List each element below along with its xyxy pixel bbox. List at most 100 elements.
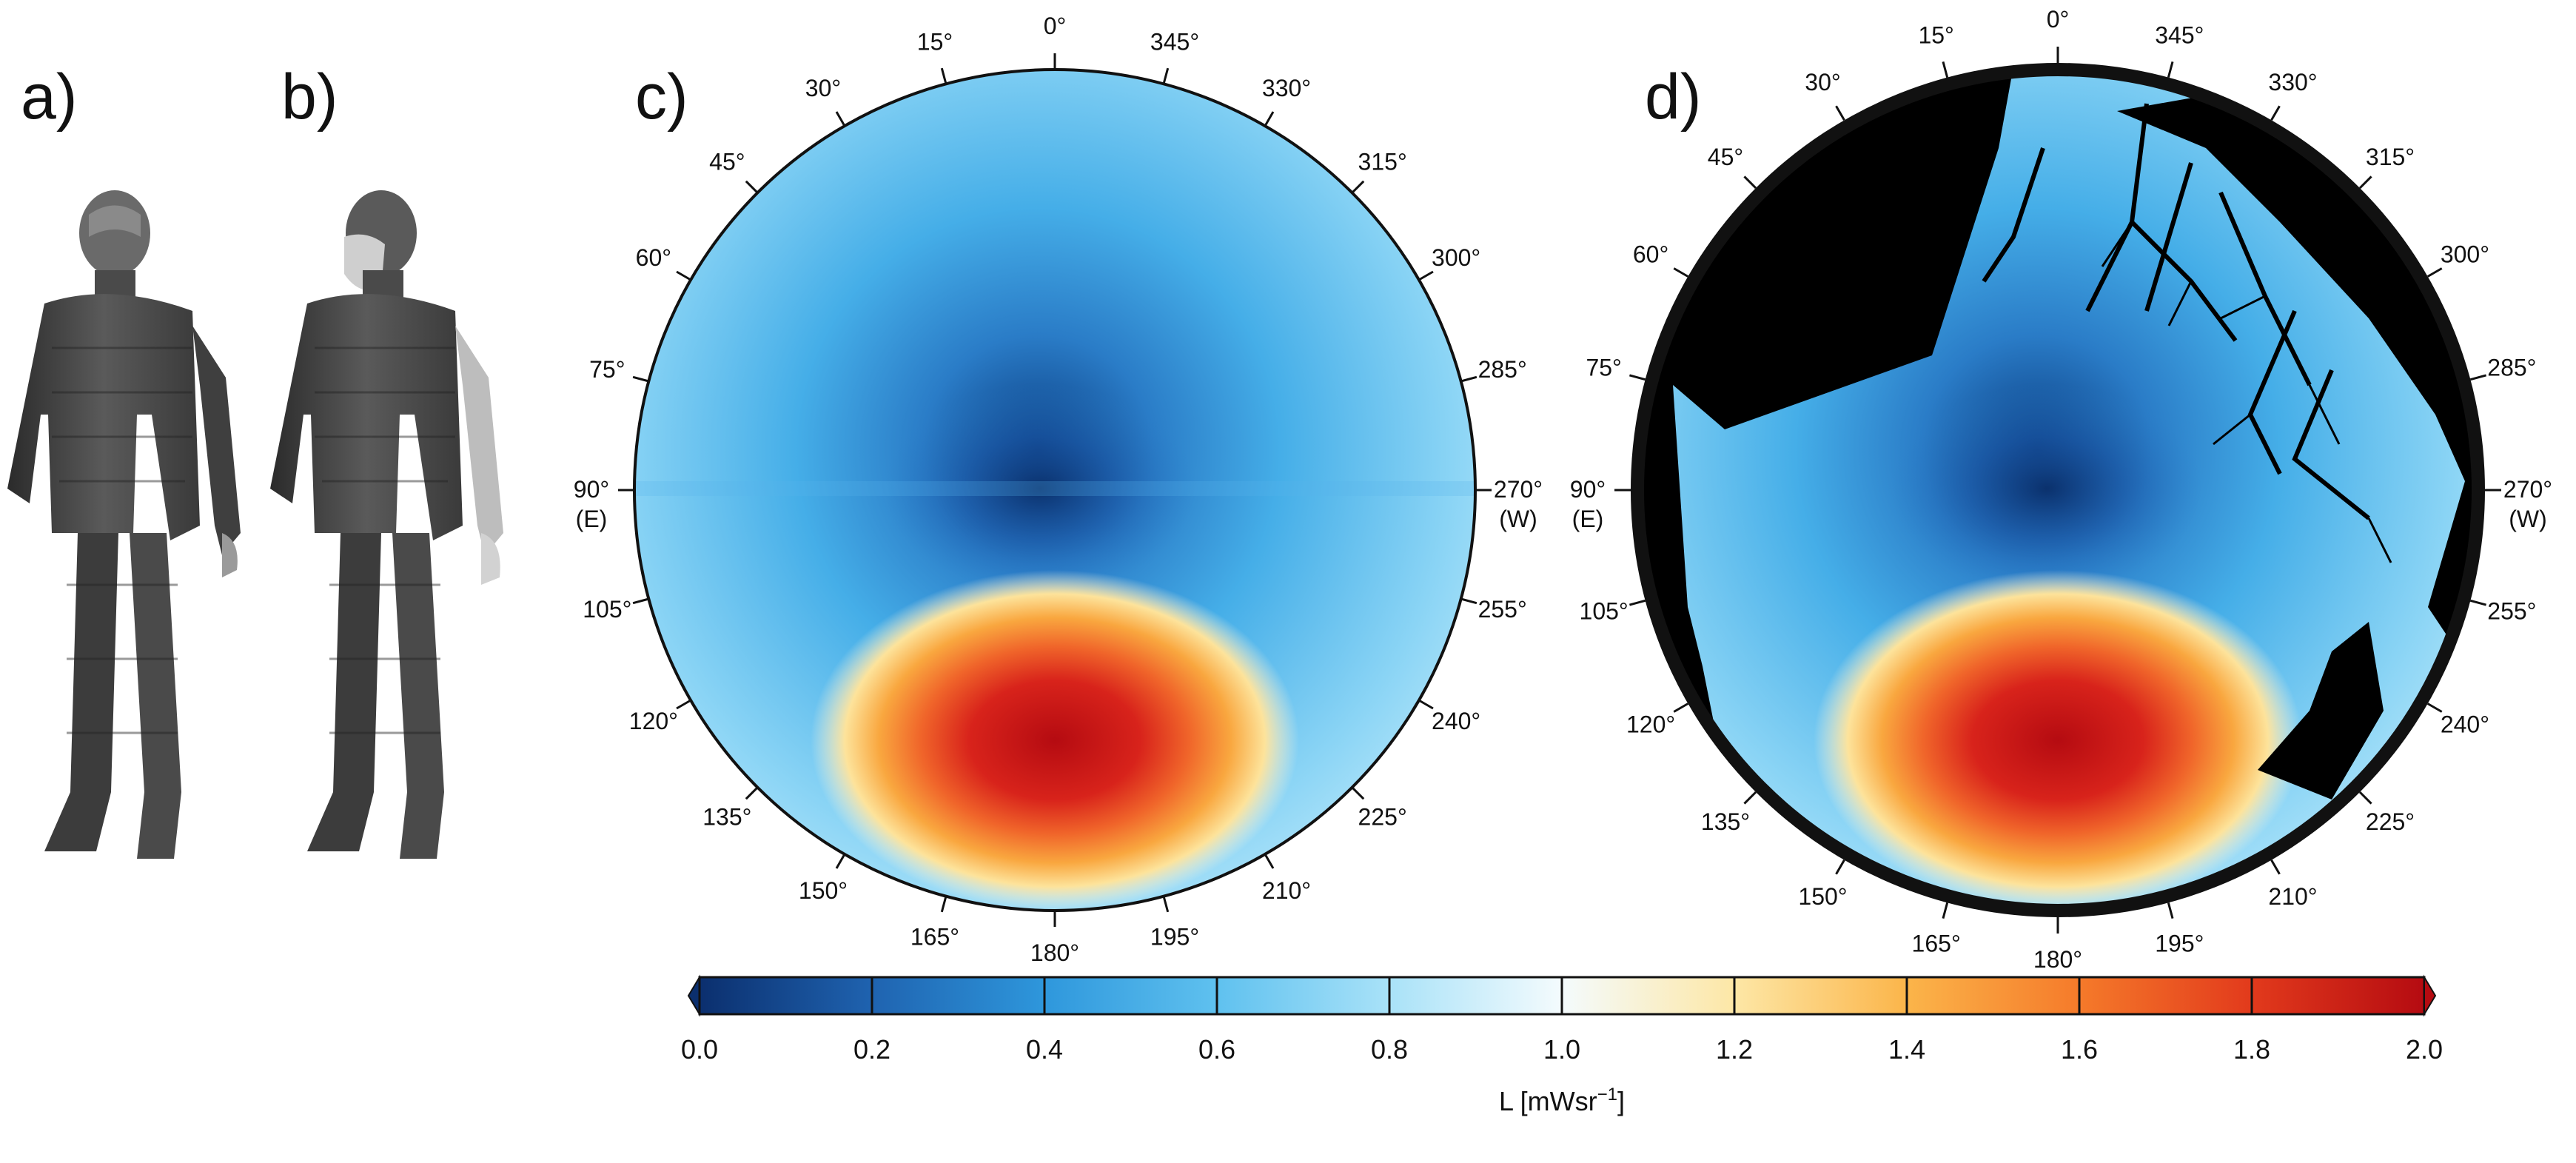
d-angle-label-30: 30° bbox=[1805, 69, 1840, 95]
c-tick-255 bbox=[1460, 597, 1477, 605]
d-angle-label-330: 330° bbox=[2268, 69, 2317, 95]
d-tick-135 bbox=[1743, 791, 1757, 805]
d-tick-75 bbox=[1629, 374, 1646, 381]
c-angle-label-75: 75° bbox=[589, 356, 625, 383]
colorbar-tick-label: 1.0 bbox=[1543, 1034, 1580, 1065]
c-angle-label-225: 225° bbox=[1358, 804, 1407, 831]
d-angle-label-225: 225° bbox=[2366, 808, 2415, 835]
c-tick-210 bbox=[1264, 854, 1275, 869]
d-tick-45 bbox=[1743, 175, 1757, 190]
d-tick-330 bbox=[2270, 105, 2281, 121]
d-angle-label-105: 105° bbox=[1580, 597, 1629, 624]
human-model-a bbox=[7, 190, 241, 859]
c-angle-label-330: 330° bbox=[1262, 75, 1311, 101]
c-angle-label-15: 15° bbox=[917, 28, 953, 55]
d-tick-165 bbox=[1942, 902, 1949, 919]
polar-plot-c: 0° 15° 30° 45° 60° 75° 90° (E) 105° 120° 135° 150° 1… bbox=[574, 13, 1543, 966]
d-tick-30 bbox=[1835, 105, 1845, 121]
c-tick-30 bbox=[835, 111, 846, 127]
d-tick-120 bbox=[1673, 703, 1689, 713]
c-tick-135 bbox=[745, 786, 759, 800]
c-angle-label-165: 165° bbox=[910, 924, 959, 951]
colorbar: 0.0 0.2 0.4 0.6 0.8 1.0 1.2 1.4 1.6 1.8 2.0 L [mWs… bbox=[681, 974, 2443, 1116]
d-tick-15 bbox=[1942, 61, 1949, 78]
c-tick-105 bbox=[632, 597, 649, 605]
c-tick-225 bbox=[1351, 786, 1365, 800]
d-angle-label-195: 195° bbox=[2155, 930, 2204, 956]
d-angle-label-180: 180° bbox=[2033, 946, 2082, 973]
c-angle-label-120: 120° bbox=[629, 708, 678, 734]
c-tick-285 bbox=[1460, 375, 1477, 383]
colorbar-tick-label: 1.6 bbox=[2061, 1034, 2098, 1065]
c-direction-label-90: (E) bbox=[576, 506, 608, 532]
c-angle-label-90: 90° bbox=[574, 476, 609, 503]
d-angle-label-0: 0° bbox=[2047, 6, 2070, 33]
d-direction-label-90: (E) bbox=[1572, 506, 1604, 532]
c-tick-45 bbox=[745, 180, 759, 194]
c-angle-label-315: 315° bbox=[1358, 148, 1407, 175]
d-angle-label-15: 15° bbox=[1918, 22, 1953, 49]
d-angle-label-90: 90° bbox=[1570, 476, 1606, 503]
c-angle-label-105: 105° bbox=[583, 596, 631, 623]
c-tick-165 bbox=[940, 896, 947, 913]
panel-label-a: a) bbox=[21, 61, 77, 133]
colorbar-tick-label: 0.6 bbox=[1198, 1034, 1235, 1065]
d-angle-label-240: 240° bbox=[2441, 711, 2489, 738]
c-tick-330 bbox=[1264, 111, 1275, 127]
d-angle-label-75: 75° bbox=[1586, 355, 1621, 381]
d-angle-label-60: 60° bbox=[1633, 241, 1668, 268]
c-angle-label-150: 150° bbox=[799, 877, 848, 904]
colorbar-tick-label: 0.2 bbox=[853, 1034, 890, 1065]
colorbar-tick-label: 0.4 bbox=[1026, 1034, 1063, 1065]
human-model-b bbox=[270, 190, 503, 859]
colorbar-tick-label: 1.2 bbox=[1716, 1034, 1753, 1065]
d-tick-285 bbox=[2469, 374, 2486, 381]
colorbar-unit-label: L [mWsr−1] bbox=[1499, 1085, 1625, 1116]
d-angle-label-150: 150° bbox=[1798, 883, 1847, 910]
colorbar-ticks: 0.0 0.2 0.4 0.6 0.8 1.0 1.2 1.4 1.6 1.8 2.0 bbox=[681, 977, 2443, 1065]
d-angle-label-285: 285° bbox=[2487, 355, 2536, 381]
c-angle-label-30: 30° bbox=[805, 75, 841, 101]
c-angle-label-270: 270° bbox=[1494, 476, 1543, 503]
d-angle-label-270: 270° bbox=[2503, 476, 2552, 503]
panel-label-c: c) bbox=[635, 61, 688, 133]
c-tick-60 bbox=[676, 270, 691, 281]
d-angle-label-255: 255° bbox=[2487, 597, 2536, 624]
d-angle-label-165: 165° bbox=[1912, 930, 1961, 956]
colorbar-tick-label: 0.0 bbox=[681, 1034, 718, 1065]
c-tick-150 bbox=[835, 854, 846, 869]
c-angle-label-60: 60° bbox=[636, 244, 671, 271]
d-tick-315 bbox=[2358, 175, 2372, 190]
c-angle-label-195: 195° bbox=[1150, 924, 1199, 951]
colorbar-tick-label: 1.8 bbox=[2233, 1034, 2270, 1065]
d-tick-210 bbox=[2270, 859, 2281, 875]
c-angle-label-300: 300° bbox=[1432, 244, 1480, 271]
c-tick-315 bbox=[1351, 180, 1365, 194]
polar-plot-d: 0° 15° 30° 45° 60° 75° 90° (E) 105° 120° 135° 150° 1… bbox=[1570, 6, 2552, 973]
colorbar-tick-label: 1.4 bbox=[1888, 1034, 1925, 1065]
d-tick-300 bbox=[2426, 267, 2443, 278]
c-angle-label-255: 255° bbox=[1478, 596, 1527, 623]
angle-ticks-d: 0° 15° 30° 45° 60° 75° 90° (E) 105° 120° 135° 150° 1… bbox=[1570, 6, 2552, 973]
d-angle-label-210: 210° bbox=[2268, 883, 2317, 910]
c-direction-label-270: (W) bbox=[1499, 506, 1537, 532]
c-angle-label-45: 45° bbox=[709, 148, 745, 175]
c-tick-345 bbox=[1162, 67, 1170, 84]
c-angle-label-0: 0° bbox=[1044, 13, 1067, 39]
d-tick-225 bbox=[2358, 791, 2372, 805]
d-tick-240 bbox=[2426, 703, 2443, 713]
d-angle-label-45: 45° bbox=[1708, 144, 1743, 170]
d-angle-label-120: 120° bbox=[1626, 711, 1675, 738]
c-tick-120 bbox=[676, 699, 691, 710]
d-tick-255 bbox=[2469, 599, 2486, 606]
d-tick-150 bbox=[1835, 859, 1845, 875]
d-tick-105 bbox=[1629, 599, 1646, 606]
c-angle-label-240: 240° bbox=[1432, 708, 1480, 734]
d-direction-label-270: (W) bbox=[2509, 506, 2547, 532]
c-tick-240 bbox=[1418, 699, 1434, 710]
d-tick-195 bbox=[2167, 902, 2174, 919]
d-tick-345 bbox=[2167, 61, 2174, 78]
c-tick-75 bbox=[632, 375, 649, 383]
c-angle-label-180: 180° bbox=[1030, 939, 1079, 966]
d-angle-label-135: 135° bbox=[1701, 808, 1750, 835]
